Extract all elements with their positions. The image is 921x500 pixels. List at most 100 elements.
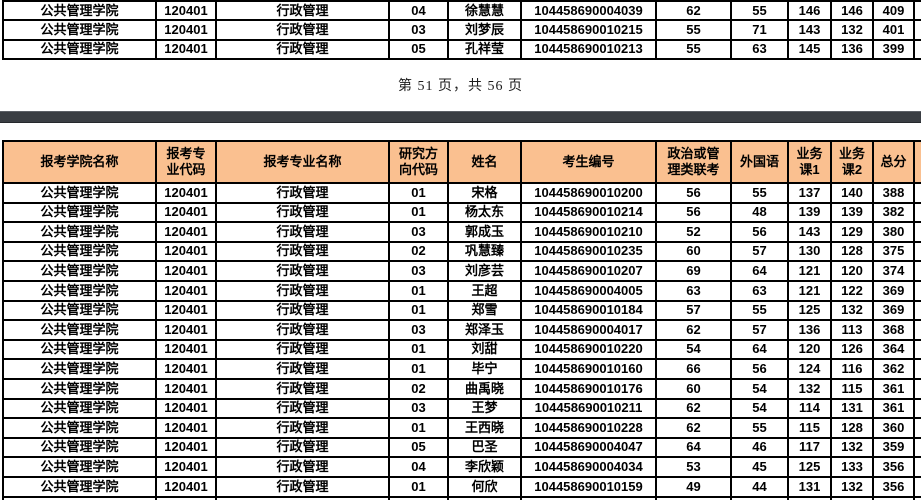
score-cell: 行政管理 [215,260,390,282]
score-cell: 01 [388,338,449,361]
cutoff-column-cell [913,221,921,243]
score-cell: 122 [830,279,874,302]
score-cell: 113 [830,319,874,341]
score-row: 公共管理学院 120401 行政管理 01 毕宁 104458690010160 66 56 1… [2,358,921,380]
score-cell: 48 [730,201,789,224]
score-cell: 120401 [155,377,217,400]
cutoff-column-cell [913,417,921,439]
score-cell: 104458690010159 [520,475,657,498]
header-cell: 总分 [872,140,915,184]
score-cell: 行政管理 [215,397,390,420]
score-cell: 129 [830,221,874,243]
score-cell: 120401 [155,279,217,302]
score-cell: 44 [730,475,789,498]
score-cell: 120401 [155,38,217,60]
score-cell: 409 [872,0,915,22]
score-cell: 120 [787,338,832,361]
score-cell: 120401 [155,358,217,380]
score-row: 公共管理学院 120401 行政管理 01 杨太东 104458690010214 56 48… [2,201,921,224]
score-cell: 公共管理学院 [2,436,157,459]
score-cell: 120401 [155,397,217,420]
page-number-footer: 第 51 页，共 56 页 [398,79,523,94]
score-cell: 公共管理学院 [2,397,157,420]
score-cell: 公共管理学院 [2,417,157,439]
score-cell: 114 [787,397,832,420]
score-cell: 128 [830,240,874,263]
score-cell: 54 [730,377,789,400]
score-row: 公共管理学院 120401 行政管理 03 郑泽玉 104458690004017 62 57… [2,319,921,341]
score-row: 公共管理学院 120401 行政管理 02 曲禹晓 104458690010176 60 54… [2,377,921,400]
score-cell: 行政管理 [215,456,390,478]
score-cell: 63 [730,279,789,302]
score-cell: 李欣颖 [447,456,522,478]
score-cell: 60 [655,240,732,263]
score-cell: 104458690010160 [520,358,657,380]
score-cell: 361 [872,397,915,420]
score-cell: 49 [655,475,732,498]
partial-cell [787,495,832,500]
score-cell: 132 [830,475,874,498]
score-cell: 03 [388,221,449,243]
score-cell: 132 [787,377,832,400]
score-cell: 行政管理 [215,0,390,22]
score-cell: 104458690004005 [520,279,657,302]
score-cell: 02 [388,377,449,400]
score-cell: 刘梦辰 [447,19,522,41]
score-cell: 104458690010176 [520,377,657,400]
score-cell: 63 [730,38,789,60]
score-cell: 行政管理 [215,221,390,243]
partial-cell [913,495,921,500]
partial-cell [830,495,874,500]
header-cell: 业务 课2 [830,140,874,184]
header-cell: 姓名 [447,140,522,184]
score-cell: 公共管理学院 [2,377,157,400]
score-cell: 104458690010228 [520,417,657,439]
score-cell: 120401 [155,456,217,478]
score-cell: 125 [787,456,832,478]
score-cell: 64 [730,260,789,282]
score-cell: 行政管理 [215,201,390,224]
score-cell: 145 [787,38,832,60]
score-cell: 369 [872,279,915,302]
score-cell: 120 [830,260,874,282]
score-cell: 03 [388,19,449,41]
score-cell: 公共管理学院 [2,358,157,380]
header-row: 报考学院名称 报考专 业代码 报考专业名称 研究方 向代码 姓名 考生编号 政治或管 理类联… [2,140,921,184]
score-row: 公共管理学院 120401 行政管理 01 宋格 104458690010200 56 55 1… [2,182,921,204]
score-cell: 公共管理学院 [2,19,157,41]
score-cell: 104458690004017 [520,319,657,341]
score-cell: 公共管理学院 [2,240,157,263]
cutoff-column-cell [913,182,921,204]
cutoff-column-cell [913,201,921,224]
score-cell: 行政管理 [215,38,390,60]
partial-cell [655,495,732,500]
header-cell: 政治或管 理类联考 [655,140,732,184]
score-cell: 126 [830,338,874,361]
score-cell: 374 [872,260,915,282]
score-cell: 行政管理 [215,319,390,341]
score-cell: 刘彦芸 [447,260,522,282]
score-cell: 63 [655,279,732,302]
score-cell: 399 [872,38,915,60]
score-cell: 行政管理 [215,358,390,380]
score-cell: 120401 [155,475,217,498]
score-cell: 行政管理 [215,299,390,322]
score-cell: 104458690010184 [520,299,657,322]
score-cell: 131 [830,397,874,420]
score-cell: 140 [830,182,874,204]
score-cell: 46 [730,436,789,459]
score-cell: 03 [388,260,449,282]
score-cell: 121 [787,279,832,302]
score-cell: 郑泽玉 [447,319,522,341]
score-cell: 54 [655,338,732,361]
scores-table-body: 公共管理学院 120401 行政管理 01 宋格 104458690010200 56 55 1… [2,182,921,498]
cutoff-column-cell [913,338,921,361]
score-cell: 公共管理学院 [2,38,157,60]
score-cell: 364 [872,338,915,361]
score-cell: 55 [655,38,732,60]
score-cell: 104458690004039 [520,0,657,22]
score-cell: 55 [730,0,789,22]
score-cell: 巴圣 [447,436,522,459]
score-cell: 行政管理 [215,417,390,439]
header-cell: 外国语 [730,140,789,184]
